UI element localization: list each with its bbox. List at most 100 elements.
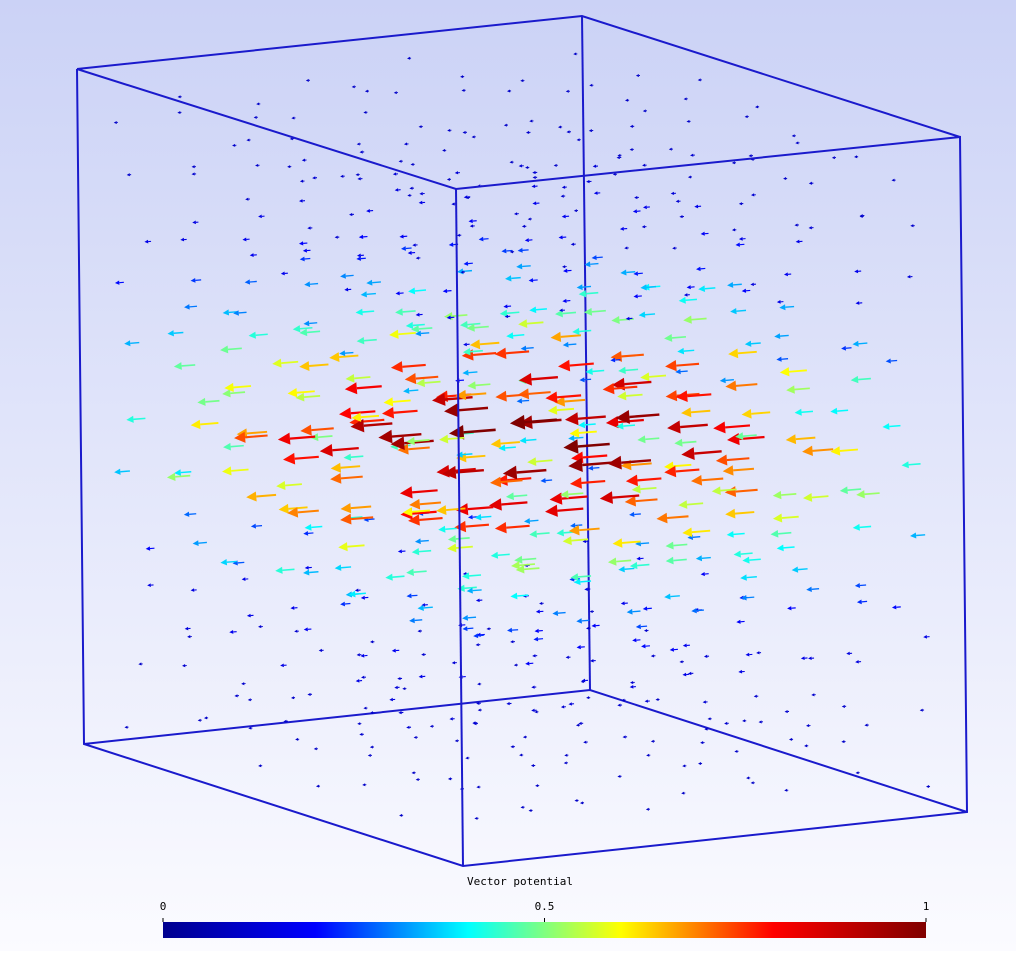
- vector-shaft: [837, 410, 848, 411]
- vector-shaft: [746, 597, 754, 598]
- vector-shaft: [743, 435, 757, 436]
- vector-shaft: [421, 541, 429, 542]
- vector-shaft: [341, 567, 351, 568]
- vector-shaft: [537, 533, 550, 534]
- colorbar-title: Vector potential: [467, 875, 573, 888]
- vector-shaft: [367, 294, 376, 295]
- vector-shaft: [812, 589, 819, 590]
- vector-shaft: [445, 528, 456, 529]
- vector-shaft: [309, 323, 317, 324]
- vector-shaft: [198, 542, 206, 543]
- vector-shaft: [891, 361, 897, 362]
- vector-shaft: [645, 314, 655, 315]
- vector-shaft: [637, 565, 649, 566]
- vector-shaft: [798, 569, 808, 570]
- vector-shaft: [563, 312, 576, 313]
- vector-shaft: [231, 446, 244, 447]
- vector-shaft: [238, 562, 245, 563]
- vector-shaft: [623, 425, 635, 426]
- vector-shaft: [626, 272, 635, 273]
- colorbar-tick-label: 0.5: [535, 900, 555, 913]
- vector-shaft: [522, 559, 536, 560]
- vector-shaft: [524, 568, 539, 569]
- vector-shaft: [415, 620, 423, 621]
- vector-shaft: [702, 558, 711, 559]
- vector-shaft: [230, 392, 245, 393]
- vector-shaft: [733, 284, 742, 285]
- vector-shaft: [593, 371, 605, 372]
- colorbar: [163, 922, 926, 938]
- vector-shaft: [413, 325, 425, 326]
- vector-shaft: [403, 311, 416, 312]
- vector-shaft: [463, 454, 473, 455]
- vector-shaft: [526, 348, 534, 349]
- vector-shaft: [452, 315, 467, 316]
- vector-shaft: [174, 332, 184, 333]
- vector-shaft: [530, 520, 539, 521]
- vector-shaft: [558, 613, 566, 614]
- vector-shaft: [693, 537, 700, 538]
- vector-shaft: [182, 365, 196, 366]
- vector-shaft: [190, 306, 198, 307]
- vector-shaft: [421, 333, 429, 334]
- vector-shaft: [120, 471, 130, 472]
- vector-shaft: [736, 310, 746, 311]
- vector-shaft: [415, 290, 426, 291]
- vector-shaft: [363, 311, 375, 312]
- vector-shaft: [625, 568, 635, 569]
- vector-shaft: [860, 585, 866, 586]
- vector-shaft: [364, 340, 377, 341]
- vector-shaft: [345, 353, 353, 354]
- vector-shaft: [205, 401, 219, 402]
- vector-shaft: [592, 311, 606, 312]
- vector-shaft: [310, 284, 318, 285]
- vector-shaft: [468, 617, 476, 618]
- vector-shaft: [473, 590, 482, 591]
- vector-shaft: [465, 587, 477, 588]
- vector-shaft: [733, 533, 744, 534]
- vector-shaft: [686, 299, 697, 300]
- vector-shaft: [585, 379, 592, 380]
- vector-shaft: [626, 369, 639, 370]
- vector-shaft: [692, 318, 707, 319]
- vector-shaft: [227, 561, 237, 562]
- vector-shaft: [463, 271, 472, 272]
- vector-shaft: [747, 577, 757, 578]
- colorbar-tick-label: 0: [160, 900, 167, 913]
- vector-shaft: [781, 494, 796, 495]
- vector-shaft: [415, 440, 430, 441]
- vector-shaft: [536, 309, 547, 310]
- vector-shaft: [586, 293, 598, 294]
- vector-shaft: [780, 335, 789, 336]
- vector-shaft: [783, 547, 794, 548]
- vector-shaft: [858, 379, 871, 380]
- vector-shaft: [419, 551, 431, 552]
- vector-shaft: [579, 331, 591, 332]
- vector-shaft: [673, 544, 687, 545]
- vector-shaft: [749, 559, 760, 560]
- vector-shaft: [526, 440, 536, 441]
- vector-shaft: [858, 343, 867, 344]
- vector-shaft: [239, 312, 247, 313]
- vector-shaft: [641, 543, 649, 544]
- vector-shaft: [641, 626, 647, 627]
- vector-shaft: [751, 343, 761, 344]
- vector-shaft: [726, 380, 734, 381]
- vector-shaft: [585, 424, 596, 425]
- vector-shaft: [392, 576, 404, 577]
- colorbar-tick-label: 1: [923, 900, 930, 913]
- vector-shaft: [795, 388, 810, 389]
- vector-shaft: [741, 553, 753, 554]
- vector-shaft: [802, 411, 813, 412]
- vector-shaft: [414, 571, 427, 572]
- vector-shaft: [456, 538, 470, 539]
- vector-shaft: [468, 372, 477, 373]
- vector-shaft: [670, 596, 679, 597]
- vector-shaft: [424, 607, 433, 608]
- vector-shaft: [346, 275, 354, 276]
- vector-shaft: [568, 344, 576, 345]
- vector-shaft: [474, 327, 488, 328]
- vector-shaft: [513, 335, 524, 336]
